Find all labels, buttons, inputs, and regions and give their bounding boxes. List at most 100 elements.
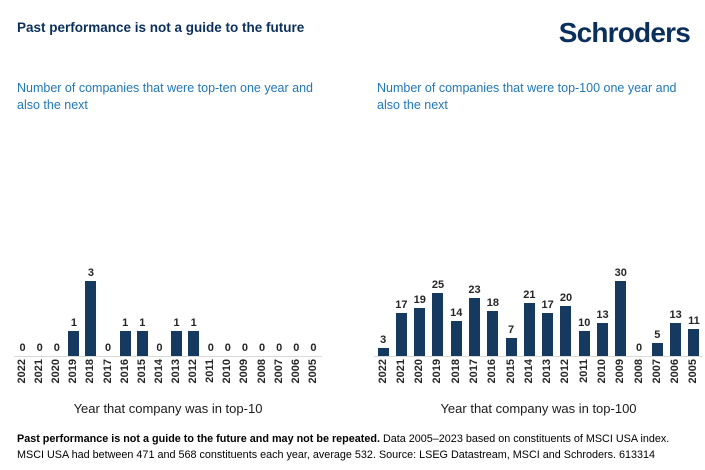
x-tick: 2006 (288, 359, 305, 400)
x-tick: 2019 (429, 359, 447, 400)
bar (651, 343, 663, 356)
bar-slot: 17 (539, 300, 557, 356)
bar-slot: 0 (14, 343, 31, 356)
x-tick-label: 2015 (135, 359, 148, 384)
bar-slot: 0 (630, 343, 648, 356)
x-tick-label: 2005 (687, 359, 700, 384)
x-tick: 2009 (236, 359, 253, 400)
bar (68, 331, 80, 356)
bar-value-label: 0 (310, 342, 317, 354)
bar (578, 331, 590, 356)
bar-slot: 14 (447, 308, 465, 356)
bar (136, 331, 148, 356)
footer-regular-text: Data 2005–2023 based on constituents of … (17, 433, 670, 462)
bar-slot: 30 (612, 268, 630, 356)
bar-value-label: 5 (654, 329, 661, 341)
bar-value-label: 0 (207, 342, 214, 354)
bar-slot: 7 (502, 325, 520, 356)
x-tick-label: 2010 (221, 359, 234, 384)
bar-slot: 0 (254, 343, 271, 356)
bar-value-label: 0 (293, 342, 300, 354)
bar-slot: 21 (520, 290, 538, 356)
bar-value-label: 1 (190, 317, 197, 329)
x-tick-label: 2011 (204, 359, 217, 383)
x-tick-label: 2021 (33, 359, 46, 384)
x-tick-label: 2021 (394, 359, 407, 384)
bar-slot: 20 (557, 293, 575, 356)
schroders-logo: Schroders (558, 17, 691, 48)
bar-slot: 23 (465, 285, 483, 356)
x-tick: 2021 (392, 359, 410, 400)
bar (523, 303, 535, 356)
bar-value-label: 3 (87, 267, 95, 279)
x-tick: 2007 (271, 359, 288, 400)
x-tick-label: 2022 (376, 359, 389, 384)
bar-slot: 18 (484, 298, 502, 356)
bar-value-label: 19 (413, 294, 426, 306)
bar-value-label: 0 (276, 342, 283, 354)
x-tick: 2012 (185, 359, 202, 400)
x-tick-label: 2007 (272, 359, 285, 384)
bar-slot: 0 (271, 343, 288, 356)
bar-value-label: 21 (523, 289, 536, 301)
bar (450, 321, 462, 356)
x-tick-label: 2015 (504, 359, 517, 384)
bar-value-label: 0 (105, 342, 112, 354)
bar-slot: 17 (392, 300, 410, 356)
bar-value-label: 10 (578, 317, 591, 329)
x-tick-label: 2016 (118, 359, 131, 384)
x-tick-label: 2017 (101, 359, 114, 384)
x-axis-tick-labels-top100: 2022 2021 2020 2019 2018 2017 2016 2015 2014 2013… (374, 359, 703, 400)
x-tick: 2020 (411, 359, 429, 400)
x-axis-tick-labels-top10: 2022 2021 2020 2019 2018 2017 2016 2015 2014 2013… (14, 359, 322, 400)
bar-value-label: 0 (636, 342, 643, 354)
bar-value-label: 7 (508, 324, 515, 336)
x-tick-label: 2013 (170, 359, 183, 384)
x-tick-label: 2008 (255, 359, 268, 384)
x-tick: 2014 (520, 359, 538, 400)
bar-value-label: 0 (156, 342, 163, 354)
bar (395, 313, 407, 356)
plot-area-top100: 3 17 19 25 14 23 18 7 21 17 20 10 13 30 0 5 13 11 (374, 262, 703, 357)
x-tick: 2010 (593, 359, 611, 400)
bar-value-label: 13 (669, 309, 682, 321)
bar-value-label: 13 (596, 309, 609, 321)
bar-value-label: 0 (53, 342, 60, 354)
x-tick: 2016 (484, 359, 502, 400)
x-tick-label: 2010 (596, 359, 609, 384)
bar-value-label: 18 (486, 297, 499, 309)
x-tick-label: 2020 (413, 359, 426, 384)
bar-value-label: 25 (431, 279, 445, 291)
bar-value-label: 17 (541, 299, 554, 311)
bar-value-label: 30 (614, 267, 627, 279)
x-tick: 2014 (151, 359, 168, 400)
x-tick-label: 2005 (306, 359, 319, 384)
x-tick-label: 2009 (238, 359, 251, 384)
x-tick: 2005 (305, 359, 322, 400)
x-tick-label: 2019 (431, 359, 444, 384)
x-tick: 2009 (612, 359, 630, 400)
bar-value-label: 0 (259, 342, 266, 354)
bar-slot: 1 (168, 318, 185, 356)
bar (542, 313, 554, 356)
bar-value-label: 1 (122, 317, 129, 329)
x-tick-label: 2019 (67, 359, 80, 384)
bar-value-label: 0 (224, 342, 231, 354)
bar (597, 323, 609, 356)
bar-value-label: 1 (139, 317, 146, 329)
chart-top100-subtitle: Number of companies that were top-100 on… (377, 81, 677, 112)
x-tick: 2016 (117, 359, 134, 400)
x-tick-label: 2011 (577, 359, 590, 383)
x-tick: 2008 (254, 359, 271, 400)
bar-slot: 1 (185, 318, 202, 356)
bar (487, 311, 499, 356)
bar-slot: 0 (288, 343, 305, 356)
x-tick: 2011 (575, 359, 593, 400)
bar (615, 281, 627, 356)
bar (188, 331, 200, 356)
bar (119, 331, 131, 356)
bar-slot: 1 (65, 318, 82, 356)
bar-slot: 19 (411, 295, 429, 356)
bar (560, 306, 572, 356)
